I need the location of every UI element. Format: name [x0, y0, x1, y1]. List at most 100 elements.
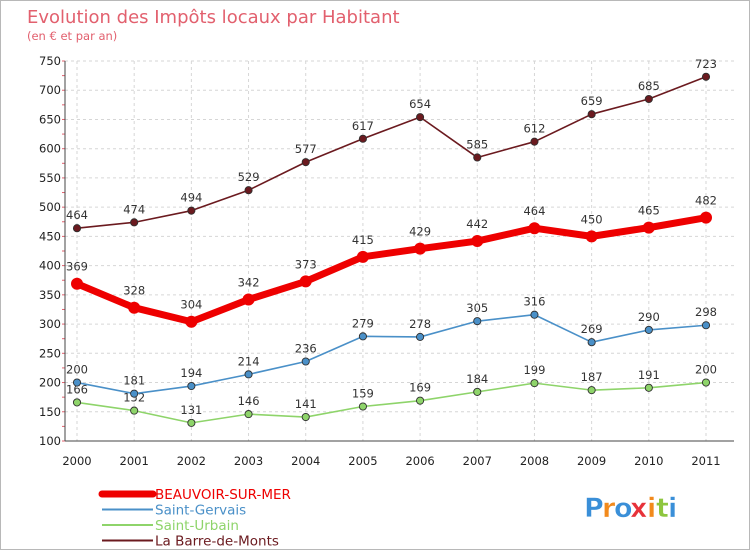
data-point	[530, 379, 539, 388]
x-tick-label: 2005	[348, 454, 377, 468]
data-label: 723	[695, 57, 717, 71]
data-label: 373	[295, 257, 317, 271]
x-tick-label: 2007	[463, 454, 492, 468]
x-tick-label: 2003	[234, 454, 263, 468]
data-point	[530, 137, 539, 146]
data-point	[187, 381, 196, 391]
data-label: 450	[581, 212, 603, 226]
data-label: 199	[523, 363, 545, 377]
y-tick-label: 750	[39, 54, 61, 68]
data-label: 617	[352, 119, 374, 133]
y-tick-label: 600	[39, 142, 61, 156]
data-point	[701, 72, 711, 81]
data-label: 305	[466, 301, 488, 315]
data-label: 585	[466, 137, 488, 151]
series-0: 369 328 304 342 373 415 429 442 464 450 465 482	[66, 194, 717, 328]
data-point	[585, 230, 598, 243]
logo-letter: o	[614, 493, 633, 524]
data-label: 269	[581, 322, 603, 336]
data-label: 169	[409, 381, 431, 395]
y-tick-label: 400	[39, 259, 61, 273]
data-point	[187, 418, 196, 427]
data-point	[471, 235, 484, 248]
data-label: 494	[180, 191, 202, 205]
x-tick-label: 2002	[177, 454, 206, 468]
data-point	[244, 186, 253, 195]
data-point	[587, 110, 596, 119]
data-label: 369	[66, 260, 88, 274]
data-point	[644, 94, 653, 104]
x-tick-label: 2011	[691, 454, 720, 468]
data-label: 279	[352, 316, 374, 330]
data-point	[301, 158, 310, 167]
x-tick-label: 2004	[291, 454, 320, 468]
data-point	[185, 315, 198, 328]
data-label: 200	[66, 363, 88, 377]
data-point	[358, 134, 367, 143]
data-point	[473, 387, 482, 396]
y-tick-label: 100	[39, 434, 61, 448]
y-tick-label: 150	[39, 405, 61, 419]
logo-letter: x	[630, 493, 647, 524]
data-label: 328	[123, 284, 145, 298]
y-tick-label: 200	[39, 376, 61, 390]
data-label: 304	[180, 298, 202, 312]
data-point	[416, 113, 425, 122]
logo-letter: t	[656, 493, 669, 524]
data-label: 146	[238, 394, 260, 408]
data-point	[301, 412, 310, 422]
data-point	[358, 402, 367, 411]
data-label: 529	[238, 170, 260, 184]
series-line	[76, 381, 707, 424]
series-3: 464 474 494 529 577 617 654 585 612 659 685 723	[66, 57, 717, 233]
data-label: 159	[352, 387, 374, 401]
series-2: 166152131146141159169184199187191200	[66, 363, 717, 427]
data-point	[473, 153, 482, 162]
series-line	[76, 75, 707, 229]
legend-label: Saint-Urbain	[155, 518, 239, 534]
data-label: 194	[180, 366, 202, 380]
y-tick-label: 550	[39, 171, 61, 185]
legend-label: Saint-Gervais	[155, 503, 246, 519]
logo-letter: P	[584, 493, 604, 524]
data-point	[130, 389, 139, 398]
data-label: 298	[695, 305, 717, 319]
data-point	[244, 370, 253, 379]
data-point	[72, 224, 82, 233]
x-tick-label: 2000	[62, 454, 91, 468]
logo-letter: i	[647, 493, 656, 524]
data-point	[128, 301, 141, 314]
data-label: 474	[123, 202, 145, 216]
axes: 100 150 200 250 300 350 400 450 500 550 600 650 700 7…	[39, 54, 734, 468]
data-label: 464	[523, 204, 545, 218]
data-point	[528, 222, 541, 235]
series-line	[76, 313, 707, 395]
data-point	[130, 406, 139, 415]
data-point	[414, 242, 427, 255]
x-tick-label: 2008	[520, 454, 549, 468]
chart-subtitle: (en € et par an)	[27, 29, 117, 43]
data-label: 191	[638, 368, 660, 382]
chart-title: Evolution des Impôts locaux par Habitant	[27, 7, 400, 28]
legend-label: La Barre-de-Monts	[155, 534, 279, 550]
data-point	[356, 250, 369, 263]
data-point	[473, 317, 482, 326]
data-label: 316	[523, 295, 545, 309]
data-point	[242, 293, 255, 306]
series-line	[73, 214, 710, 326]
data-point	[701, 378, 711, 387]
data-label: 290	[638, 310, 660, 324]
data-point	[644, 325, 653, 334]
data-label: 278	[409, 317, 431, 331]
data-label: 659	[581, 94, 603, 108]
data-label: 181	[123, 374, 145, 388]
y-tick-label: 700	[39, 83, 61, 97]
data-point	[587, 386, 596, 395]
x-tick-label: 2006	[405, 454, 434, 468]
legend: BEAUVOIR-SUR-MERSaint-GervaisSaint-Urbai…	[98, 487, 291, 550]
data-point	[72, 398, 82, 407]
data-point	[701, 321, 711, 330]
y-tick-label: 250	[39, 346, 61, 360]
